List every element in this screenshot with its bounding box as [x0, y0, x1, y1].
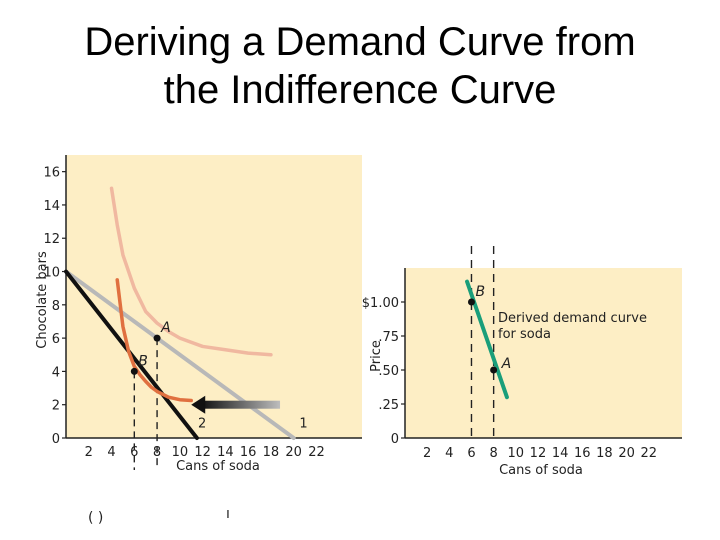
left-x-tick-label: 4 [107, 445, 115, 460]
budget-line-number: 2 [198, 417, 206, 432]
left-y-tick-label: 2 [52, 399, 60, 414]
left-x-tick-label: 6 [130, 445, 138, 460]
demand-curve-label-line-2: for soda [498, 327, 551, 342]
shift-arrow-shaft [201, 400, 281, 409]
left-x-tick-label: 2 [85, 445, 93, 460]
right-y-tick-label: $1.00 [362, 296, 399, 311]
right-x-tick-label: 14 [552, 446, 569, 461]
right-x-axis-label: Cans of soda [499, 463, 583, 478]
right-x-tick-label: 20 [618, 446, 635, 461]
right-y-tick-label: .75 [378, 330, 399, 345]
shift-arrow-head [191, 395, 206, 414]
left-y-tick-label: 12 [43, 232, 60, 247]
right-point-label: B [475, 284, 485, 300]
right-x-tick-label: 6 [467, 446, 475, 461]
left-y-tick-label: 6 [52, 332, 60, 347]
left-x-tick-label: 18 [263, 445, 280, 460]
right-x-tick-label: 16 [574, 446, 591, 461]
left-x-tick-label: 22 [308, 445, 325, 460]
left-series-line [115, 278, 193, 403]
left-chart-background [66, 155, 362, 438]
left-series-line [109, 186, 273, 357]
left-x-tick-label: 16 [240, 445, 257, 460]
right-x-tick-label: 12 [530, 446, 547, 461]
right-point-marker [490, 366, 498, 374]
left-series-line [64, 269, 296, 440]
right-x-tick-label: 2 [423, 446, 431, 461]
left-point-label: B [138, 353, 148, 369]
left-x-tick-label: 10 [172, 445, 189, 460]
title-line-2: the Indifference Curve [163, 68, 557, 112]
left-x-tick-label: 12 [194, 445, 211, 460]
footer-left-marker: ( ) [88, 510, 103, 526]
right-x-tick-label: 18 [596, 446, 613, 461]
left-y-tick-label: 10 [43, 266, 60, 281]
left-x-axis-label: Cans of soda [176, 459, 260, 474]
right-y-tick-label: .50 [378, 364, 399, 379]
left-y-tick-label: 16 [43, 166, 60, 181]
budget-line-number: 1 [299, 417, 307, 432]
left-y-tick-label: 0 [52, 432, 60, 447]
left-y-tick-label: 8 [52, 299, 60, 314]
right-y-tick-label: 0 [391, 432, 399, 447]
left-point-marker [130, 367, 138, 375]
right-point-label: A [501, 356, 512, 372]
right-chart: 0 .25 .50 .75 $1.00 2 4 6 8 10 12 14 16 18 20 22 Price… [362, 246, 682, 478]
left-x-tick-label: 20 [285, 445, 302, 460]
left-x-tick-label: 14 [217, 445, 234, 460]
left-y-tick-label: 14 [43, 199, 60, 214]
right-chart-background [405, 268, 682, 438]
title-line-1: Deriving a Demand Curve from [84, 20, 636, 64]
slide-title: Deriving a Demand Curve from the Indiffe… [0, 18, 720, 114]
left-y-axis-label: Chocolate bars [35, 251, 50, 349]
left-point-label: A [160, 320, 171, 336]
right-y-tick-label: .25 [378, 398, 399, 413]
right-point-marker [467, 298, 475, 306]
right-y-axis-label: Price [369, 340, 384, 372]
demand-curve-label-line-1: Derived demand curve [498, 311, 647, 326]
footer-mid-marker: ı [226, 506, 230, 522]
left-y-tick-label: 4 [52, 365, 60, 380]
right-x-tick-label: 22 [640, 446, 657, 461]
right-x-tick-label: 4 [445, 446, 453, 461]
left-point-marker [153, 334, 161, 342]
right-x-tick-label: 8 [489, 446, 497, 461]
right-x-tick-label: 10 [508, 446, 525, 461]
